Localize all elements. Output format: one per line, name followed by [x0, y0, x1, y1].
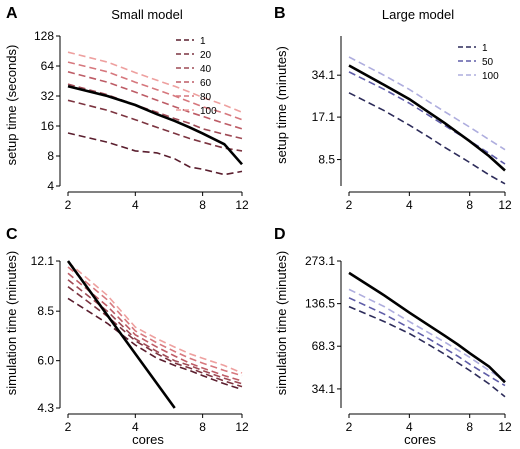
panel-a-letter: A — [6, 5, 18, 22]
legend-label: 100 — [200, 106, 217, 117]
panel-d: D simulation time (minutes) cores 34.1 68… — [274, 226, 512, 447]
panel-b-title: Large model — [382, 7, 454, 22]
panel-c-xlabel: cores — [132, 432, 164, 447]
y-tick-label: 8.5 — [318, 153, 335, 167]
y-tick-label: 12.1 — [31, 254, 55, 268]
series-line — [67, 261, 243, 374]
x-tick-label: 4 — [406, 198, 413, 212]
x-tick-label: 4 — [132, 198, 139, 212]
series-line — [67, 132, 243, 176]
x-tick-label: 8 — [466, 420, 473, 434]
series-line — [348, 288, 506, 382]
series-line — [348, 305, 506, 398]
panel-c-letter: C — [6, 226, 18, 243]
y-tick-label: 4.3 — [37, 401, 54, 415]
y-tick-label: 68.3 — [312, 339, 336, 353]
panel-d-xlabel: cores — [404, 432, 436, 447]
x-tick-label: 8 — [466, 198, 473, 212]
panel-b-letter: B — [274, 5, 286, 22]
legend-label: 20 — [200, 50, 212, 61]
reference-line — [67, 85, 243, 166]
panel-d-ylabel: simulation time (minutes) — [274, 251, 289, 396]
series-line — [67, 51, 243, 113]
y-tick-label: 64 — [41, 59, 55, 73]
y-tick-label: 128 — [34, 29, 54, 43]
reference-line — [348, 64, 506, 172]
series-line — [67, 71, 243, 130]
series-line — [348, 56, 506, 151]
series-line — [67, 99, 243, 152]
legend-label: 40 — [200, 64, 212, 75]
legend-label: 80 — [200, 92, 212, 103]
panel-a-title: Small model — [111, 7, 183, 22]
x-tick-label: 2 — [65, 198, 72, 212]
y-tick-label: 8.5 — [37, 304, 54, 318]
series-group — [348, 56, 506, 185]
x-tick-label: 12 — [498, 420, 512, 434]
series-line — [67, 61, 243, 121]
reference-line — [348, 271, 506, 384]
x-tick-label: 2 — [65, 420, 72, 434]
panel-b: B Large model setup time (minutes) 8.5 17… — [274, 5, 512, 212]
legend-label: 1 — [482, 43, 488, 54]
x-tick-label: 12 — [498, 198, 512, 212]
series-line — [67, 297, 243, 391]
x-tick-label: 8 — [199, 198, 206, 212]
x-tick-label: 4 — [132, 420, 139, 434]
series-line — [67, 266, 243, 377]
panel-c-ylabel: simulation time (minutes) — [4, 251, 19, 396]
panel-c: C simulation time (minutes) cores 4.3 6.0… — [4, 226, 249, 447]
panel-d-plot: 34.1 68.3 136.5 273.1 2 4 8 12 — [305, 254, 512, 434]
legend-label: 50 — [482, 57, 494, 68]
series-line — [67, 279, 243, 385]
y-tick-label: 17.1 — [312, 110, 336, 124]
series-group — [348, 271, 506, 398]
series-group — [66, 260, 243, 409]
x-tick-label: 12 — [235, 420, 249, 434]
panel-c-plot: 4.3 6.0 8.5 12.1 2 4 8 12 — [31, 254, 249, 434]
panel-a: A Small model setup time (seconds) 4 8 16 3… — [4, 5, 249, 212]
y-tick-label: 34.1 — [312, 68, 336, 82]
x-tick-label: 12 — [235, 198, 249, 212]
reference-line — [66, 260, 176, 409]
y-tick-label: 4 — [47, 179, 54, 193]
series-line — [67, 286, 243, 388]
y-tick-label: 32 — [41, 89, 55, 103]
series-line — [348, 71, 506, 165]
y-tick-label: 8 — [47, 149, 54, 163]
y-tick-label: 273.1 — [305, 254, 335, 268]
panel-a-ylabel: setup time (seconds) — [4, 45, 19, 166]
y-tick-label: 34.1 — [312, 382, 336, 396]
x-tick-label: 8 — [199, 420, 206, 434]
panel-d-letter: D — [274, 226, 286, 243]
x-tick-label: 2 — [346, 420, 353, 434]
legend-label: 1 — [200, 36, 206, 47]
series-group — [67, 51, 243, 176]
legend-label: 100 — [482, 71, 499, 82]
legend-label: 60 — [200, 78, 212, 89]
y-tick-label: 6.0 — [37, 354, 54, 368]
series-line — [348, 297, 506, 387]
panel-b-plot: 8.5 17.1 34.1 2 4 8 12 1 50 100 — [312, 36, 512, 212]
x-tick-label: 2 — [346, 198, 353, 212]
y-tick-label: 16 — [41, 119, 55, 133]
series-line — [348, 92, 506, 185]
panel-b-ylabel: setup time (minutes) — [274, 46, 289, 164]
x-tick-label: 4 — [406, 420, 413, 434]
series-line — [67, 272, 243, 382]
y-tick-label: 136.5 — [305, 297, 335, 311]
